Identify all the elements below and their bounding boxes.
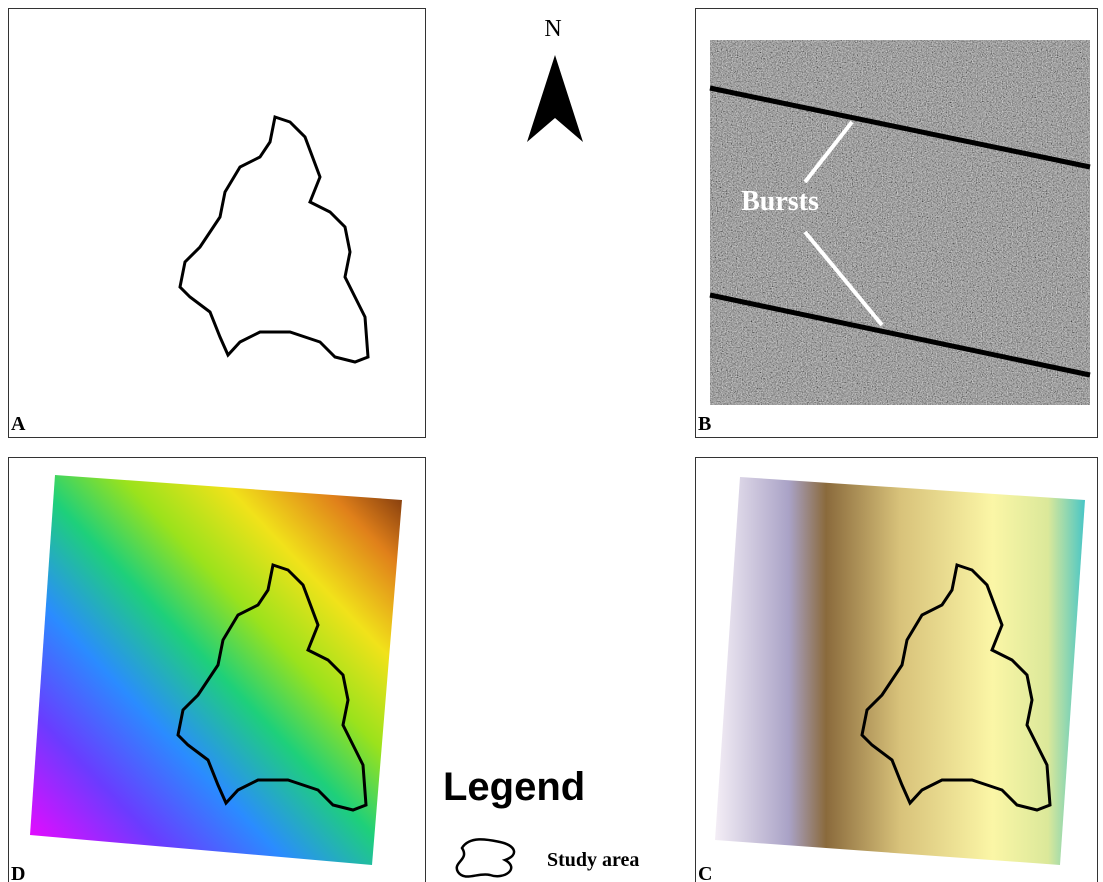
panel-c: C: [696, 458, 1098, 882]
sar-image: [710, 40, 1090, 405]
panel-label: C: [698, 863, 712, 882]
panel-d: D: [9, 458, 426, 882]
panel-label: B: [698, 413, 711, 435]
figure: A N Bursts B D C Legend Study area: [0, 0, 1103, 882]
annotation: Bursts: [741, 186, 819, 217]
legend-title: Legend: [443, 765, 585, 809]
arrow: [527, 55, 583, 142]
legend: Legend Study area: [443, 765, 639, 877]
north-arrow: N: [527, 16, 583, 142]
panel-b: Bursts B: [696, 9, 1098, 438]
panel-a: A: [9, 9, 426, 438]
legend-item: Study area: [547, 849, 639, 871]
north-label: N: [544, 16, 561, 42]
legend-symbol: [457, 839, 514, 876]
panel-label: A: [11, 413, 26, 435]
panel-label: D: [11, 863, 25, 882]
